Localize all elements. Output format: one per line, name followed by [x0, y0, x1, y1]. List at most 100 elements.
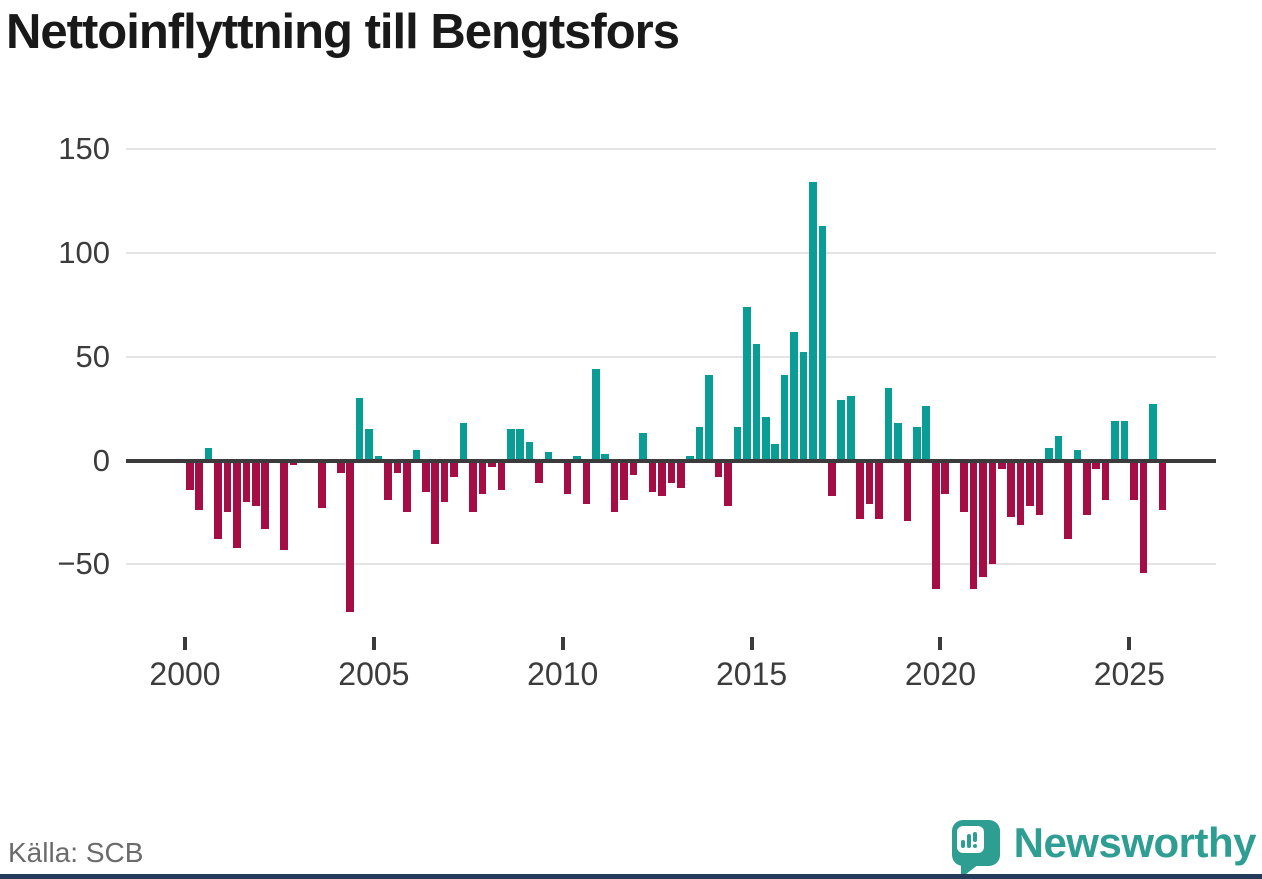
- bar-2018Q1: [865, 460, 874, 505]
- bar-2008Q3: [506, 429, 515, 461]
- bar-2001Q3: [242, 460, 251, 503]
- bar-2001Q1: [223, 460, 232, 513]
- bar-2006Q1: [412, 450, 421, 461]
- logo-chart-glyph: [956, 826, 984, 853]
- bar-2024Q1: [1092, 460, 1101, 469]
- x-tick-2000: [183, 637, 187, 650]
- x-axis-label: 2005: [338, 656, 410, 692]
- bar-2008Q1: [488, 460, 496, 467]
- gridline-150: [126, 147, 1216, 150]
- gridline-50: [126, 355, 1216, 358]
- newsworthy-wordmark: Newsworthy: [1013, 819, 1257, 866]
- bar-2000Q2: [195, 460, 203, 511]
- bar-2010Q1: [563, 460, 572, 494]
- bar-2019Q1: [903, 460, 912, 521]
- bar-2007Q4: [478, 460, 487, 494]
- bar-2002Q3: [280, 460, 288, 550]
- x-tick-2025: [1127, 637, 1132, 650]
- gridline-100: [126, 251, 1216, 254]
- bar-2016Q4: [818, 225, 827, 461]
- x-tick-2020: [938, 637, 943, 650]
- bar-2024Q4: [1120, 421, 1129, 461]
- bar-2005Q1: [374, 456, 383, 461]
- newsworthy-logo: Newsworthy: [951, 819, 1257, 878]
- source-note: Källa: SCB: [8, 837, 144, 868]
- bar-2021Q3: [998, 460, 1006, 469]
- x-axis-label: 2000: [149, 656, 221, 692]
- logo-exclamation-dot: [972, 844, 977, 848]
- bar-2006Q2: [421, 460, 430, 492]
- bar-2001Q4: [252, 460, 260, 507]
- bar-2005Q3: [393, 460, 402, 473]
- bar-2017Q1: [828, 460, 836, 496]
- bar-2005Q2: [384, 460, 392, 500]
- bar-2019Q4: [931, 460, 940, 590]
- bar-2007Q3: [469, 460, 477, 513]
- logo-exclamation-icon: [972, 832, 977, 842]
- bar-2004Q1: [337, 460, 345, 473]
- y-axis-label: 100: [58, 234, 110, 270]
- bar-2025Q3: [1149, 404, 1157, 461]
- x-axis-label: 2015: [715, 656, 788, 692]
- bar-2025Q2: [1139, 460, 1148, 573]
- bar-2014Q4: [743, 306, 751, 461]
- bar-2020Q1: [941, 460, 949, 494]
- chart-title: Nettoinflyttning till Bengtsfors: [6, 5, 680, 59]
- bar-2004Q4: [365, 429, 373, 461]
- bar-2025Q1: [1130, 460, 1138, 500]
- y-axis-label: 0: [92, 442, 110, 478]
- bar-2003Q3: [318, 460, 326, 509]
- bar-2021Q1: [979, 460, 987, 577]
- bar-2012Q3: [658, 460, 666, 496]
- x-axis-zero-line: [126, 458, 1216, 463]
- bar-2014Q1: [714, 460, 723, 478]
- x-tick-2015: [749, 637, 754, 650]
- bar-2010Q2: [573, 456, 581, 461]
- newsworthy-logo-icon: [951, 820, 1000, 878]
- bar-2024Q2: [1101, 460, 1110, 500]
- x-axis-label: 2025: [1093, 656, 1165, 692]
- bar-2015Q1: [752, 344, 761, 461]
- bar-2016Q1: [790, 331, 798, 461]
- bar-2013Q3: [695, 427, 704, 461]
- x-axis-label: 2020: [904, 656, 977, 692]
- bar-2023Q3: [1073, 450, 1082, 461]
- bar-2012Q2: [648, 460, 657, 492]
- bar-2005Q4: [403, 460, 411, 513]
- bar-2002Q4: [289, 460, 298, 465]
- logo-bar-icon: [966, 834, 971, 848]
- bar-2022Q2: [1026, 460, 1034, 507]
- bar-2004Q3: [355, 398, 364, 461]
- y-axis-label: −50: [57, 546, 110, 582]
- bar-2022Q1: [1016, 460, 1025, 525]
- bar-2007Q2: [459, 423, 468, 461]
- bar-2011Q2: [610, 460, 619, 513]
- x-tick-2010: [560, 637, 565, 650]
- bar-2011Q1: [601, 454, 609, 461]
- bar-2023Q1: [1054, 435, 1063, 461]
- bar-2023Q4: [1083, 460, 1091, 515]
- bar-2013Q2: [686, 456, 694, 461]
- bar-2021Q4: [1007, 460, 1016, 517]
- bar-2021Q2: [988, 460, 997, 565]
- bar-2007Q1: [450, 460, 458, 478]
- bar-2019Q3: [922, 406, 931, 461]
- bar-2022Q3: [1035, 460, 1044, 515]
- bar-2020Q4: [969, 460, 978, 590]
- bar-2015Q3: [771, 443, 779, 461]
- bar-2017Q4: [856, 460, 864, 519]
- bar-2014Q3: [733, 427, 742, 461]
- bar-2018Q2: [875, 460, 883, 519]
- bar-2016Q3: [809, 182, 817, 461]
- bottom-accent-strip: [0, 874, 1262, 879]
- bar-2022Q4: [1045, 448, 1053, 461]
- bar-2009Q1: [525, 441, 534, 461]
- bar-2011Q3: [620, 460, 628, 500]
- bar-2018Q4: [894, 423, 902, 461]
- bar-2008Q4: [516, 429, 525, 461]
- bar-2004Q2: [346, 460, 355, 613]
- x-tick-2005: [371, 637, 376, 650]
- bar-2014Q2: [724, 460, 732, 507]
